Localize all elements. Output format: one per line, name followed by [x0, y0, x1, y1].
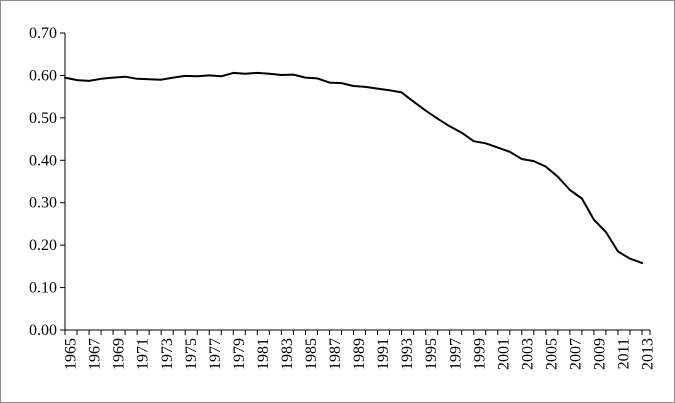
series-group	[64, 71, 643, 264]
data-point	[617, 251, 619, 252]
x-tick-label: 2013	[640, 338, 657, 370]
data-point	[593, 219, 595, 221]
data-point	[353, 85, 354, 87]
data-point	[437, 118, 439, 120]
x-tick-label: 1993	[399, 338, 416, 370]
series-line	[64, 71, 643, 264]
x-tick-label: 1983	[279, 338, 296, 370]
data-point	[244, 73, 246, 75]
x-tick-label: 1995	[423, 338, 440, 370]
data-point	[232, 72, 234, 74]
x-tick-label: 1969	[111, 338, 128, 370]
x-tick-label: 1989	[351, 338, 368, 370]
data-point	[461, 132, 463, 134]
data-point	[341, 82, 342, 84]
data-point	[184, 75, 186, 77]
x-tick-label: 2007	[567, 338, 584, 370]
data-point	[136, 78, 138, 80]
data-point	[377, 88, 378, 90]
x-tick-label: 1965	[63, 338, 80, 370]
data-point	[292, 74, 294, 76]
data-point	[569, 189, 571, 191]
x-tick-label: 1997	[447, 338, 464, 370]
data-point	[112, 77, 114, 79]
data-point	[533, 160, 535, 162]
data-point	[449, 125, 451, 127]
data-point	[124, 76, 126, 78]
data-point	[389, 89, 391, 91]
data-point	[280, 74, 282, 76]
x-tick-label: 1991	[375, 338, 392, 370]
data-point	[329, 82, 330, 84]
x-tick-label: 2011	[616, 338, 633, 369]
data-point	[425, 110, 427, 112]
x-tick-label: 1981	[255, 338, 272, 370]
y-tick-label: 0.00	[29, 322, 57, 339]
data-point	[557, 176, 559, 178]
x-tick-label: 1999	[471, 338, 488, 370]
x-tick-label: 1975	[183, 338, 200, 370]
y-axis-ticks: 0.00 0.10 0.20 0.30 0.40 0.50 0.60 0.70	[29, 25, 65, 339]
data-point	[497, 147, 499, 149]
data-point	[304, 77, 306, 79]
x-tick-label: 1973	[159, 338, 176, 370]
data-point	[316, 77, 318, 79]
data-point	[172, 77, 174, 79]
data-point	[160, 79, 162, 81]
data-point	[641, 262, 643, 264]
data-point	[208, 74, 210, 76]
x-tick-label: 1985	[303, 338, 320, 370]
data-point	[629, 258, 631, 260]
x-tick-label: 2005	[543, 338, 560, 370]
data-point	[100, 78, 102, 80]
y-tick-label: 0.70	[29, 25, 57, 42]
data-point	[64, 77, 66, 79]
x-tick-label: 1987	[327, 338, 344, 370]
x-tick-label: 1977	[207, 338, 224, 370]
data-point	[365, 86, 366, 88]
data-point	[196, 75, 198, 77]
x-tick-label: 1979	[231, 338, 248, 370]
data-point	[473, 140, 475, 142]
x-tick-label: 2003	[519, 338, 536, 370]
x-tick-label: 1967	[87, 338, 104, 370]
data-point	[485, 142, 487, 144]
axes	[64, 33, 650, 331]
y-tick-label: 0.20	[29, 237, 57, 254]
data-point	[605, 231, 607, 233]
x-axis-ticks: 1965 1967 1969 1971 1973 1975 1977 1979 1981 1983…	[63, 330, 657, 370]
data-point	[509, 151, 511, 153]
y-tick-label: 0.40	[29, 152, 57, 169]
y-tick-label: 0.10	[29, 280, 57, 297]
data-point	[413, 101, 415, 103]
data-point	[401, 91, 403, 93]
data-point	[545, 166, 547, 168]
data-point	[256, 72, 258, 74]
data-point	[521, 158, 523, 160]
data-point	[76, 79, 78, 81]
y-tick-label: 0.30	[29, 195, 57, 212]
data-point	[268, 73, 270, 75]
x-tick-label: 1971	[135, 338, 152, 370]
data-point	[148, 78, 150, 80]
x-tick-label: 2009	[592, 338, 609, 370]
x-tick-label: 2001	[495, 338, 512, 370]
y-tick-label: 0.50	[29, 110, 57, 127]
data-point	[88, 80, 90, 82]
data-point	[220, 75, 222, 77]
y-tick-label: 0.60	[29, 67, 57, 84]
data-point	[581, 198, 583, 199]
